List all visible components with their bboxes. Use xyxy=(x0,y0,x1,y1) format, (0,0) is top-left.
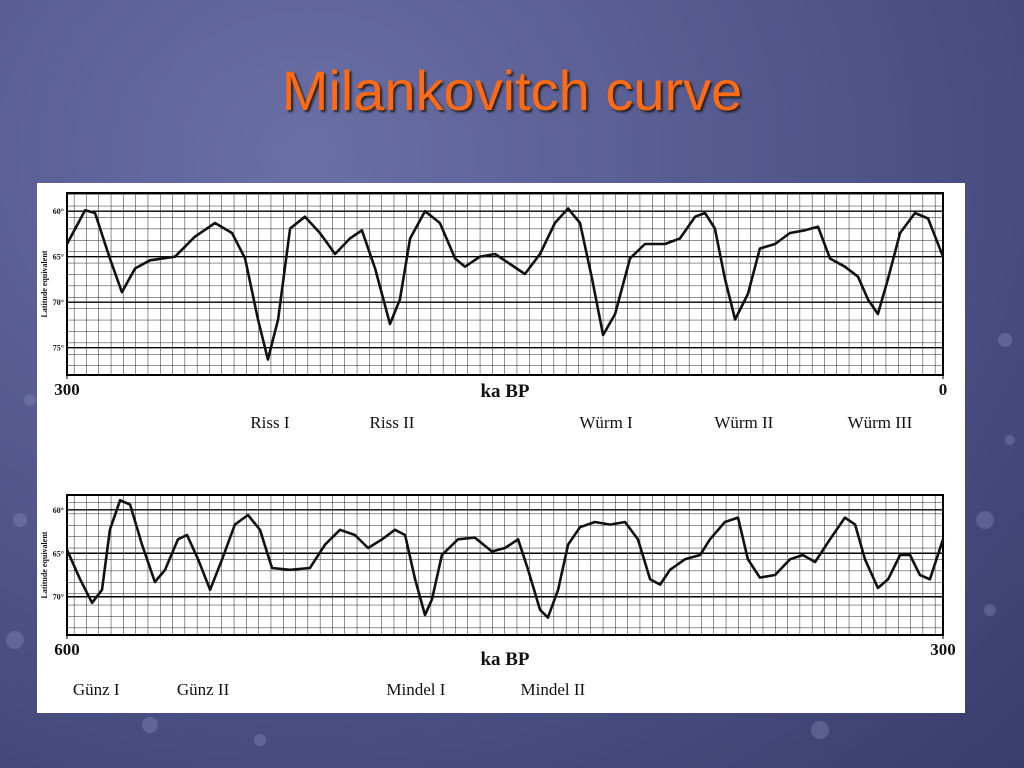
x-tick-label: 600 xyxy=(54,640,80,659)
y-tick-label: 60° xyxy=(53,506,64,515)
y-tick-label: 70° xyxy=(53,593,64,602)
glaciation-label: Riss II xyxy=(370,413,415,432)
glaciation-label: Mindel II xyxy=(521,680,586,699)
plot-frame xyxy=(66,494,944,636)
curve xyxy=(65,498,945,619)
y-axis-label: Latitude equivalent xyxy=(40,250,49,317)
glaciation-label: Würm III xyxy=(848,413,913,432)
y-tick-label: 70° xyxy=(53,298,64,307)
y-tick-label: 65° xyxy=(53,253,64,262)
glaciation-label: Mindel I xyxy=(386,680,445,699)
x-tick-label: 300 xyxy=(54,380,80,399)
grid xyxy=(67,495,943,635)
x-tick-label: 300 xyxy=(930,640,956,659)
glaciation-label: Würm I xyxy=(579,413,633,432)
y-tick-label: 65° xyxy=(53,549,64,558)
plot-frame xyxy=(66,192,944,376)
glaciation-label: Riss I xyxy=(250,413,290,432)
y-axis-label: Latitude equivalent xyxy=(40,531,49,598)
slide-title: Milankovitch curve xyxy=(281,59,743,122)
x-axis-label: ka BP xyxy=(480,649,529,670)
x-tick-label: 0 xyxy=(939,380,948,399)
y-tick-label: 75° xyxy=(53,344,64,353)
glaciation-label: Würm II xyxy=(714,413,773,432)
curve xyxy=(65,207,945,361)
glaciation-label: Günz II xyxy=(177,680,230,699)
glaciation-label: Günz I xyxy=(73,680,120,699)
y-tick-label: 60° xyxy=(53,207,64,216)
x-axis-label: ka BP xyxy=(480,381,529,402)
figure: 60° 65° 70° 75° Latitude equivalent 300 0 ka BP… xyxy=(37,183,965,713)
